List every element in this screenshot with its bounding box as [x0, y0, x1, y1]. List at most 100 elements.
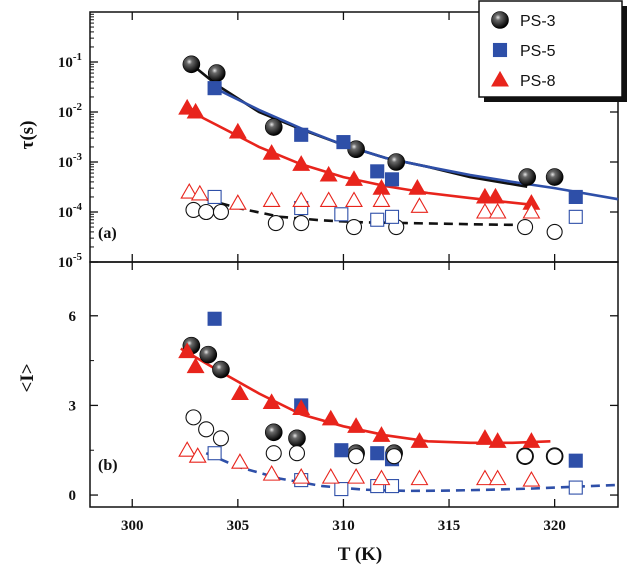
panel-b-point-open-circle-open-1 — [185, 409, 202, 426]
panel-b-point-open-square-open-6 — [568, 480, 583, 495]
panel-a-ytick-base: 10 — [58, 55, 73, 71]
panel-b-point-open-circle-open-6 — [348, 448, 365, 465]
panel-a-point-open-triangle-open-2 — [190, 184, 209, 201]
legend: PS-3 PS-5 PS-8 — [478, 0, 627, 102]
panel-a-ytick-label-2: 10-4 — [58, 201, 83, 221]
panel-a-ytick-label-1: 10-5 — [58, 251, 83, 271]
panel-b-point-open-circle-open-9 — [546, 448, 563, 465]
panel-b-point-ps-8-filled-8 — [372, 426, 391, 442]
panel-a-point-open-triangle-open-8 — [372, 191, 391, 208]
panel-a-ytick-exp: -5 — [73, 251, 83, 263]
panel-a-point-ps-3-filled-3 — [264, 118, 283, 136]
panel-a-point-open-triangle-open-12 — [522, 202, 541, 219]
x-tick-label-1: 300 — [121, 518, 144, 534]
panel-a-point-open-circle-open-6 — [345, 219, 363, 236]
panel-b-point-open-triangle-open-11 — [488, 469, 507, 486]
panel-a-point-open-triangle-open-5 — [292, 191, 311, 208]
panel-b-point-ps-5-filled-3 — [334, 443, 349, 458]
panel-a-ylabel: τ(s) — [17, 121, 38, 150]
panel-a-point-open-triangle-open-10 — [475, 202, 494, 219]
panel-b-point-ps-8-filled-5 — [292, 399, 311, 415]
panel-b-point-open-circle-open-4 — [265, 445, 282, 462]
panel-b-point-ps-5-filled-1 — [207, 311, 222, 326]
panel-a-point-ps-5-filled-4 — [370, 164, 385, 179]
panel-a-point-ps-8-filled-6 — [319, 165, 338, 182]
panel-b-point-ps-8-filled-2 — [186, 357, 205, 374]
panel-b-point-ps-8-filled-6 — [321, 409, 340, 426]
panel-b-fit-curves — [180, 347, 619, 493]
panel-a-ytick-base: 10 — [58, 155, 73, 171]
panel-b-point-ps-8-filled-11 — [488, 432, 507, 448]
panel-b-point-ps-8-filled-12 — [522, 432, 541, 448]
panel-a-point-open-triangle-open-6 — [319, 191, 338, 208]
panel-b-point-ps-8-filled-3 — [231, 384, 249, 401]
panel-b-point-open-triangle-open-1 — [178, 441, 197, 457]
panel-a-point-ps-3-filled-7 — [545, 168, 564, 186]
panel-a-ytick-label-3: 10-3 — [58, 151, 83, 171]
panel-a-point-open-circle-open-4 — [267, 215, 284, 232]
panel-a-point-open-square-open-3 — [334, 207, 349, 222]
x-tick-label-3: 310 — [332, 518, 355, 534]
panel-b-point-ps-8-filled-4 — [262, 393, 281, 409]
panel-a-point-open-circle-open-3 — [212, 203, 229, 221]
panel-a-ytick-label-4: 10-2 — [58, 101, 83, 121]
panel-a-point-ps-5-filled-1 — [207, 81, 222, 96]
panel-a-ytick-base: 10 — [58, 255, 73, 271]
panel-b-y-ticks: 0 3 6 — [69, 309, 618, 504]
x-axis-label: T (K) — [338, 544, 383, 565]
panel-b-point-open-triangle-open-12 — [522, 471, 541, 487]
panel-b-point-open-square-open-3 — [334, 482, 349, 497]
panel-a-point-ps-3-filled-4 — [347, 140, 365, 159]
x-axis-ticks: 300 305 310 315 320 — [121, 12, 566, 534]
panel-b-point-ps-8-filled-10 — [475, 429, 494, 445]
panel-b-point-open-triangle-open-7 — [347, 468, 366, 484]
panel-a-ytick-exp: -1 — [73, 51, 82, 63]
panel-a-point-ps-3-filled-1 — [182, 55, 201, 74]
panel-a-point-ps-8-filled-1 — [178, 98, 197, 115]
panel-a-fit-curve-1 — [190, 63, 528, 188]
legend-marker-ps-8 — [491, 70, 509, 87]
panel-b: <I> (b) T (K) 0 3 6 300 305 310 315 320 — [17, 12, 619, 565]
panel-a-point-open-square-open-4 — [370, 212, 385, 227]
legend-label-ps-5: PS-5 — [520, 43, 556, 60]
panel-a-point-open-square-open-1 — [207, 189, 222, 204]
panel-b-point-open-triangle-open-3 — [231, 453, 249, 469]
panel-b-ytick-label-2: 3 — [69, 398, 77, 414]
panel-a-point-ps-5-filled-2 — [294, 127, 309, 142]
panel-a-point-open-circle-open-8 — [517, 219, 534, 236]
x-tick-label-5: 320 — [543, 518, 566, 534]
panel-a-ytick-label-5: 10-1 — [58, 51, 82, 71]
panel-b-point-ps-3-filled-2 — [199, 345, 218, 364]
panel-a-point-open-square-open-5 — [384, 209, 400, 224]
panel-b-point-open-triangle-open-4 — [262, 465, 281, 481]
panel-b-point-ps-8-filled-9 — [410, 432, 429, 448]
panel-b-point-ps-8-filled-1 — [178, 342, 197, 359]
panel-a-point-ps-3-filled-6 — [518, 168, 536, 186]
panel-a-point-open-triangle-open-7 — [345, 191, 363, 208]
panel-a-ytick-exp: -2 — [73, 101, 83, 113]
panel-a-marks — [178, 55, 583, 240]
panel-a-point-open-triangle-open-4 — [262, 191, 281, 208]
panel-a-ytick-base: 10 — [58, 105, 73, 121]
legend-entries: PS-3 PS-5 PS-8 — [491, 11, 556, 90]
panel-a-point-ps-3-filled-2 — [207, 64, 226, 82]
panel-b-point-open-triangle-open-2 — [188, 447, 207, 463]
panel-b-point-open-square-open-1 — [207, 446, 222, 461]
panel-b-point-open-circle-open-8 — [517, 448, 534, 465]
panel-a-point-ps-3-filled-5 — [387, 153, 406, 171]
panel-a-ytick-exp: -4 — [73, 201, 83, 213]
panel-a-point-ps-5-filled-3 — [336, 135, 351, 150]
panel-a-point-open-triangle-open-3 — [228, 194, 247, 210]
panel-a-point-open-circle-open-9 — [546, 223, 563, 240]
panel-a-label: (a) — [98, 225, 117, 242]
x-tick-label-2: 305 — [227, 518, 250, 534]
legend-marker-ps-3 — [491, 11, 509, 29]
panel-a-point-open-circle-open-5 — [293, 215, 310, 232]
panel-b-label: (b) — [98, 457, 118, 474]
panel-a-point-open-triangle-open-1 — [180, 182, 199, 199]
panel-a-fit-curve-3 — [186, 108, 532, 206]
panel-a-ytick-exp: -3 — [73, 151, 83, 163]
panel-b-point-open-triangle-open-9 — [410, 469, 429, 486]
panel-a-fit-curve-2 — [214, 86, 619, 201]
